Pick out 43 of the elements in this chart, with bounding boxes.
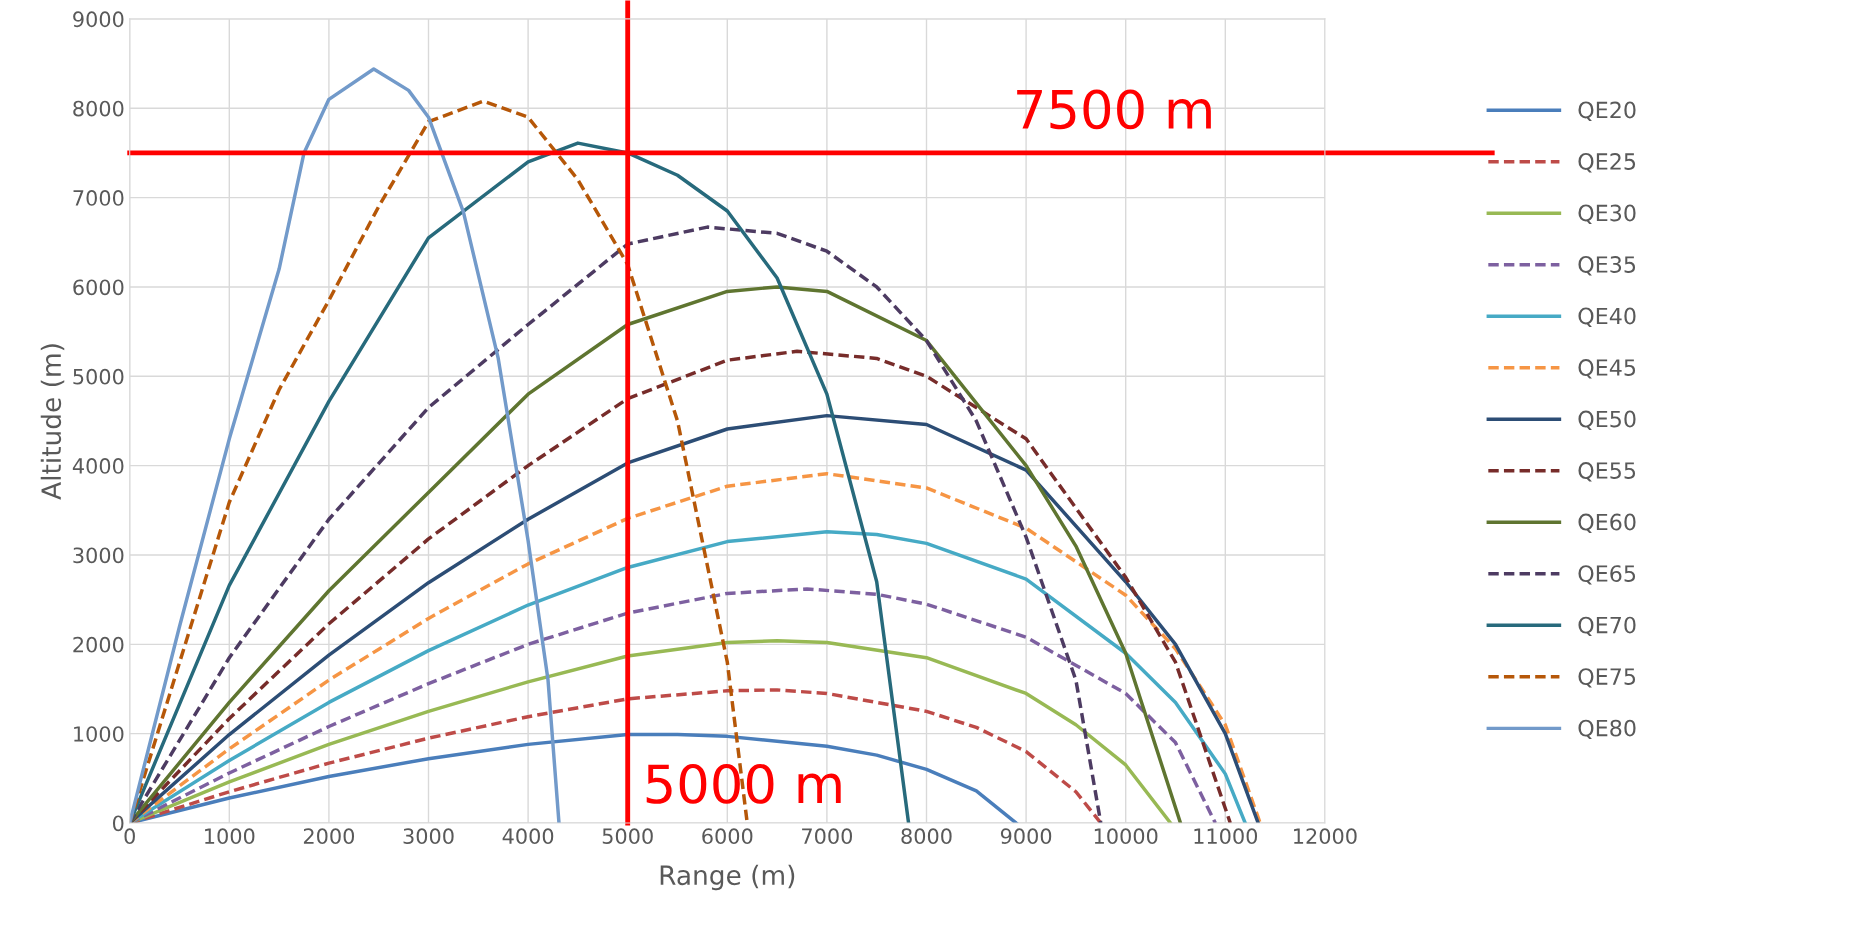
legend-label: QE40 (1578, 307, 1636, 327)
x-tick-label: 1000 (205, 828, 255, 845)
line-series (129, 225, 1103, 824)
x-tick-label: 9000 (1000, 828, 1052, 845)
x-tick-label: 0 (124, 828, 135, 845)
x-tick-label: 3000 (403, 828, 454, 845)
legend-label: QE50 (1578, 410, 1636, 430)
legend-label: QE35 (1578, 256, 1636, 276)
x-tick-label: 4000 (502, 828, 554, 845)
y-tick-label: 7000 (73, 190, 124, 206)
legend-label: QE20 (1578, 101, 1636, 121)
ref-line-label: 5000 m (646, 763, 841, 804)
y-tick-label: 6000 (73, 279, 124, 296)
legend-label: QE60 (1578, 513, 1636, 533)
y-tick-label: 4000 (72, 458, 124, 474)
y-tick-label: 0 (112, 815, 124, 832)
legend-label: QE75 (1578, 668, 1636, 688)
y-axis-title: Altitude (m) (40, 344, 65, 500)
legend-label: QE25 (1578, 153, 1636, 173)
y-tick-label: 9000 (73, 11, 124, 28)
ref-line-label: 7500 m (1017, 89, 1211, 130)
y-tick-label: 8000 (73, 100, 124, 117)
x-tick-label: 2000 (303, 828, 355, 845)
y-tick-label: 5000 (73, 368, 124, 385)
line-series (129, 141, 911, 824)
legend-label: QE70 (1578, 616, 1636, 636)
legend-label: QE55 (1578, 462, 1636, 482)
legend-label: QE65 (1578, 565, 1636, 585)
x-tick-label: 12000 (1294, 828, 1357, 845)
x-tick-label: 6000 (702, 828, 753, 845)
legend-label: QE45 (1578, 359, 1636, 379)
line-series (129, 67, 561, 824)
x-tick-label: 11000 (1194, 828, 1258, 845)
legend-label: QE30 (1578, 204, 1636, 224)
x-tick-label: 10000 (1094, 828, 1158, 845)
y-tick-label: 2000 (73, 636, 124, 653)
y-tick-label: 3000 (73, 547, 124, 564)
x-tick-label: 8000 (901, 828, 952, 845)
x-axis-title: Range (m) (660, 864, 795, 891)
x-tick-label: 5000 (602, 828, 653, 845)
legend-label: QE80 (1578, 719, 1636, 740)
x-tick-label: 7000 (802, 828, 853, 845)
y-tick-label: 1000 (74, 726, 124, 742)
